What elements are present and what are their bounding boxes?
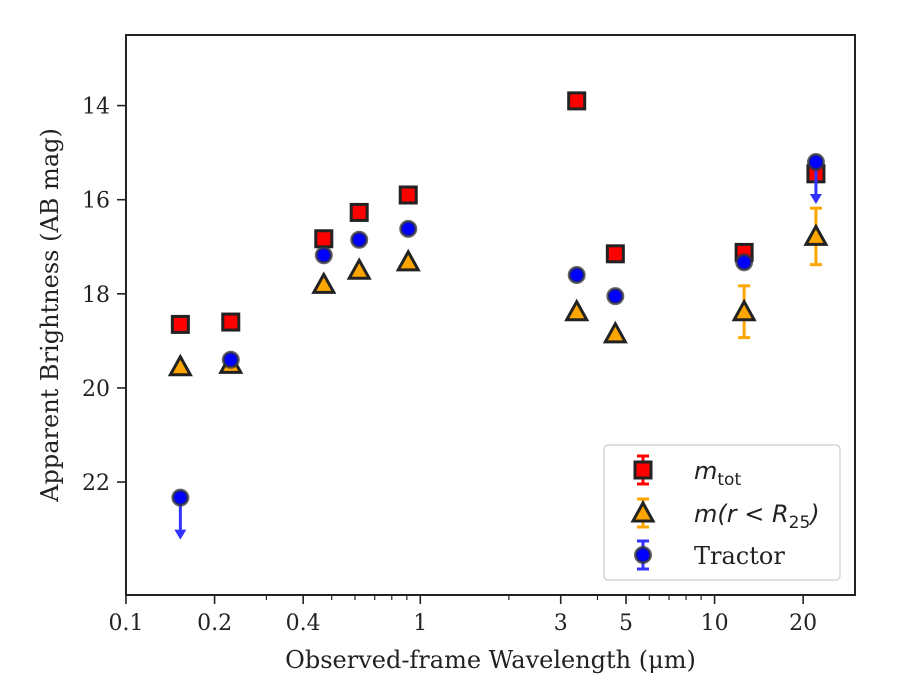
x-tick-label: 0.4: [286, 611, 321, 636]
series-square: [170, 91, 826, 334]
data-point: [311, 271, 337, 294]
x-tick-label: 20: [789, 611, 817, 636]
data-point: [171, 488, 190, 507]
data-point: [398, 185, 418, 205]
data-point: [350, 230, 369, 249]
data-point: [346, 257, 372, 280]
data-point: [167, 353, 193, 377]
legend-marker: [630, 499, 656, 523]
upper-limit-arrow-head: [174, 529, 187, 540]
data-point: [399, 219, 418, 238]
data-point: [735, 253, 754, 272]
x-tick-label: 5: [619, 611, 633, 636]
data-point: [349, 202, 369, 222]
legend-label: m(r < R25): [694, 500, 820, 533]
x-tick-label: 0.1: [109, 611, 144, 636]
legend-label: mtot: [694, 457, 741, 490]
data-point: [567, 91, 587, 111]
data-point: [395, 248, 421, 272]
data-point: [221, 350, 240, 369]
data-point: [221, 312, 241, 332]
x-tick-label: 3: [554, 611, 568, 636]
data-point: [567, 266, 586, 284]
legend-marker: [634, 546, 652, 564]
y-tick-label: 20: [82, 377, 110, 402]
x-tick-label: 1: [413, 611, 427, 636]
data-point: [606, 287, 625, 306]
x-tick-label: 0.2: [197, 611, 232, 636]
legend-box: [603, 444, 841, 581]
legend-marker: [633, 460, 653, 480]
data-point: [806, 153, 825, 172]
series-triangle: [167, 206, 829, 377]
y-tick-label: 16: [82, 189, 110, 214]
y-tick-label: 22: [82, 471, 110, 496]
data-point: [170, 314, 190, 334]
data-point: [602, 320, 628, 344]
x-tick-label: 10: [701, 611, 729, 636]
plot-frame: [125, 34, 856, 596]
data-point: [605, 244, 625, 264]
upper-limit-arrow-head: [809, 194, 822, 205]
data-point: [803, 223, 829, 246]
data-point: [731, 298, 757, 322]
data-point: [314, 229, 334, 249]
data-marks: [167, 91, 829, 540]
legend: mtot m(r < R25) Tractor: [603, 444, 841, 581]
data-point: [314, 246, 333, 265]
x-axis-label: Observed-frame Wavelength (μm): [285, 646, 696, 674]
y-tick-label: 14: [82, 95, 110, 120]
y-tick-label: 18: [82, 283, 110, 308]
axes: 0.1 0.2 0.4 1 3 5 10 20 14 16 18 20 22: [82, 34, 856, 636]
y-axis-label: Apparent Brightness (AB mag): [36, 128, 64, 503]
legend-label: Tractor: [694, 542, 785, 570]
data-point: [564, 298, 590, 322]
series-circle: [171, 153, 825, 540]
